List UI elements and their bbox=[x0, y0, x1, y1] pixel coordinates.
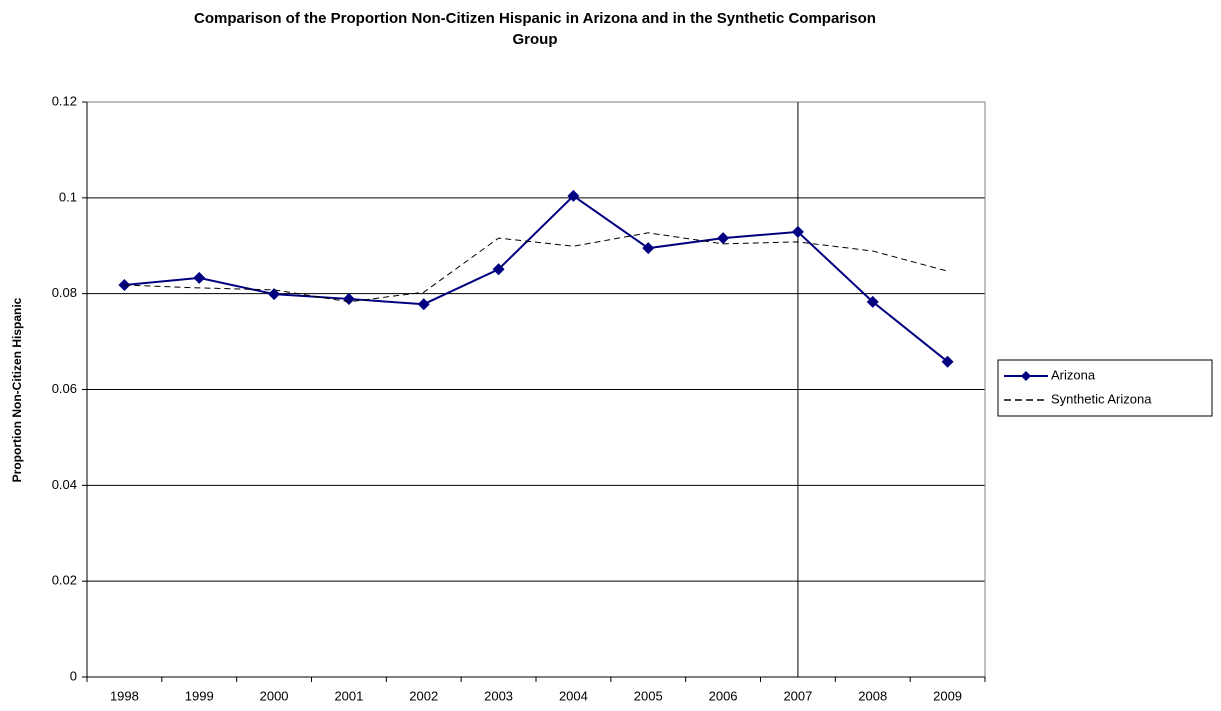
point-marker bbox=[642, 242, 655, 255]
legend-marker bbox=[1021, 371, 1031, 381]
point-marker bbox=[791, 225, 804, 238]
point-marker bbox=[941, 355, 954, 368]
x-tick-label: 2003 bbox=[484, 688, 513, 703]
point-marker bbox=[193, 271, 206, 284]
point-marker bbox=[417, 298, 430, 311]
x-tick-label: 1999 bbox=[185, 688, 214, 703]
legend-label: Synthetic Arizona bbox=[1051, 391, 1152, 406]
point-marker bbox=[492, 263, 505, 276]
series-line bbox=[124, 194, 949, 363]
x-tick-label: 2007 bbox=[783, 688, 812, 703]
x-tick-label: 2008 bbox=[858, 688, 887, 703]
series-line bbox=[124, 232, 948, 303]
point-marker bbox=[717, 232, 730, 245]
x-tick-label: 2004 bbox=[559, 688, 588, 703]
y-tick-label: 0.06 bbox=[52, 381, 77, 396]
point-marker bbox=[866, 295, 879, 308]
chart-title: Comparison of the Proportion Non-Citizen… bbox=[194, 10, 876, 48]
y-axis-label: Proportion Non-Citizen Hispanic bbox=[10, 297, 24, 482]
x-tick-label: 1998 bbox=[110, 688, 139, 703]
y-tick-label: 0.08 bbox=[52, 285, 77, 300]
y-tick-label: 0.02 bbox=[52, 573, 77, 588]
x-tick-label: 2006 bbox=[709, 688, 738, 703]
y-tick-label: 0.12 bbox=[52, 93, 77, 108]
legend-label: Arizona bbox=[1051, 367, 1096, 382]
y-tick-label: 0.04 bbox=[52, 477, 77, 492]
point-marker bbox=[268, 288, 281, 301]
legend-box bbox=[997, 359, 1213, 417]
x-tick-label: 2002 bbox=[409, 688, 438, 703]
x-tick-label: 2001 bbox=[334, 688, 363, 703]
point-marker bbox=[342, 292, 355, 305]
y-tick-label: 0.1 bbox=[59, 189, 77, 204]
y-tick-label: 0 bbox=[70, 668, 77, 683]
x-tick-label: 2009 bbox=[933, 688, 962, 703]
x-tick-label: 2000 bbox=[260, 688, 289, 703]
x-tick-label: 2005 bbox=[634, 688, 663, 703]
point-marker bbox=[567, 189, 580, 202]
